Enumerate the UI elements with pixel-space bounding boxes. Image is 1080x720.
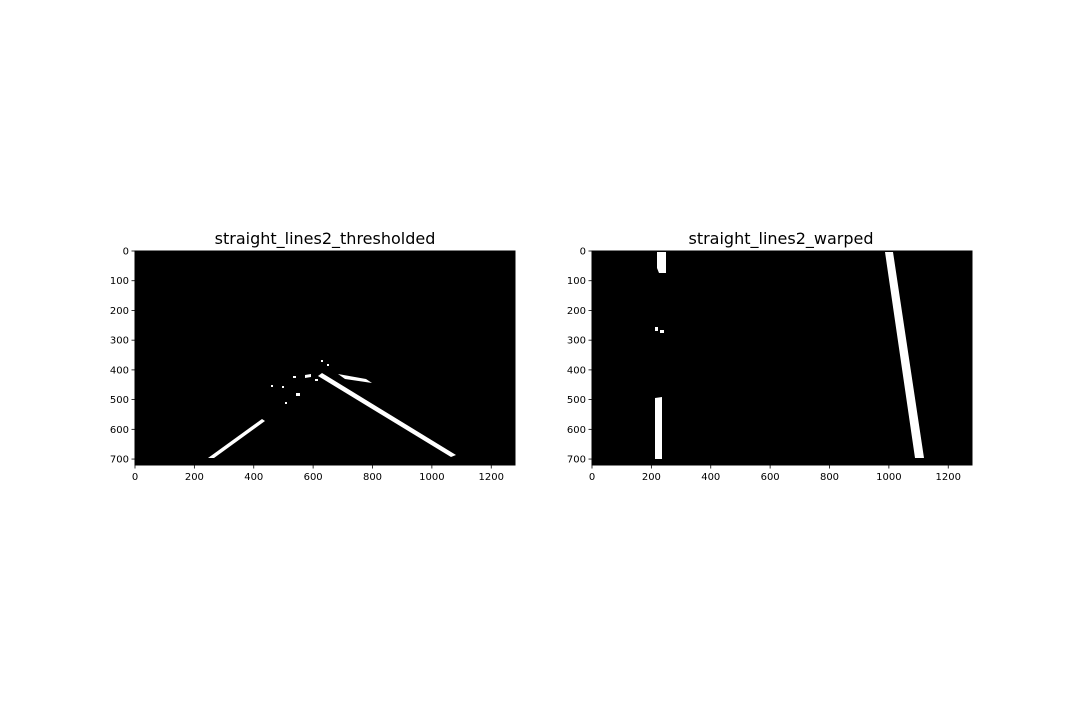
y-tick-label: 700 xyxy=(110,455,129,466)
y-tick-label: 400 xyxy=(567,365,586,376)
y-tick-label: 100 xyxy=(567,276,586,287)
x-tick-label: 1000 xyxy=(876,472,901,483)
x-tick-label: 200 xyxy=(642,472,661,483)
left-panel-title: straight_lines2_thresholded xyxy=(214,229,436,248)
left-panel: 0 200 400 600 800 1000 1200 0 100 200 300 400 500 60… xyxy=(110,247,516,483)
left-image-area xyxy=(135,251,515,465)
right-x-ticks: 0 200 400 600 800 1000 1200 xyxy=(589,465,961,483)
x-tick-label: 600 xyxy=(304,472,323,483)
right-y-ticks: 0 100 200 300 400 500 600 700 xyxy=(567,247,592,466)
right-panel: 0 200 400 600 800 1000 1200 0 100 200 300 400 500 60… xyxy=(567,247,973,483)
right-axes-frame xyxy=(591,250,973,466)
left-y-ticks: 0 100 200 300 400 500 600 700 xyxy=(110,247,135,466)
y-tick-label: 0 xyxy=(123,247,129,258)
y-tick-label: 200 xyxy=(567,306,586,317)
y-tick-label: 300 xyxy=(567,336,586,347)
x-tick-label: 200 xyxy=(185,472,204,483)
y-tick-label: 400 xyxy=(110,365,129,376)
warped-left-lane-middle xyxy=(655,327,664,333)
x-tick-label: 600 xyxy=(761,472,780,483)
warped-left-lane-bottom xyxy=(655,397,662,459)
y-tick-label: 600 xyxy=(567,425,586,436)
center-noise-marks xyxy=(271,360,372,404)
x-tick-label: 1200 xyxy=(479,472,504,483)
y-tick-label: 600 xyxy=(110,425,129,436)
x-tick-label: 400 xyxy=(701,472,720,483)
x-tick-label: 1200 xyxy=(936,472,961,483)
x-tick-label: 0 xyxy=(589,472,595,483)
right-panel-title: straight_lines2_warped xyxy=(688,229,874,248)
left-axes-frame xyxy=(134,250,516,466)
y-tick-label: 500 xyxy=(110,395,129,406)
y-tick-label: 300 xyxy=(110,336,129,347)
y-tick-label: 0 xyxy=(580,247,586,258)
y-tick-label: 700 xyxy=(567,455,586,466)
x-tick-label: 0 xyxy=(132,472,138,483)
warped-right-lane-line xyxy=(885,252,924,458)
x-tick-label: 1000 xyxy=(419,472,444,483)
right-lane-line-marks xyxy=(318,373,456,457)
x-tick-label: 800 xyxy=(363,472,382,483)
x-tick-label: 400 xyxy=(244,472,263,483)
left-lane-line-marks xyxy=(208,419,265,458)
warped-left-lane-top xyxy=(657,252,666,273)
y-tick-label: 500 xyxy=(567,395,586,406)
x-tick-label: 800 xyxy=(820,472,839,483)
y-tick-label: 200 xyxy=(110,306,129,317)
left-x-ticks: 0 200 400 600 800 1000 1200 xyxy=(132,465,504,483)
y-tick-label: 100 xyxy=(110,276,129,287)
